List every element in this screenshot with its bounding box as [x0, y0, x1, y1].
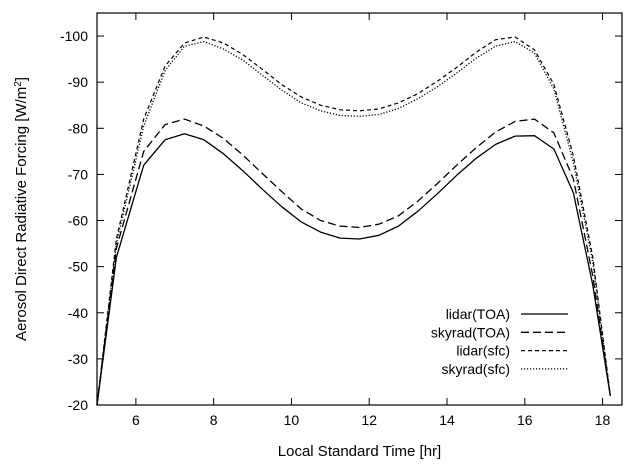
- y-tick-label: -90: [68, 74, 88, 90]
- legend-label: skyrad(sfc): [442, 361, 510, 377]
- y-tick-label: -30: [68, 351, 88, 367]
- y-tick-label: -60: [68, 213, 88, 229]
- series-line-skyrad(TOA): [96, 118, 611, 406]
- series-line-lidar(TOA): [96, 133, 611, 406]
- y-tick-label: -100: [60, 28, 88, 44]
- x-tick-label: 6: [132, 412, 140, 428]
- y-tick-label: -70: [68, 166, 88, 182]
- ticks-layer: 6 8 10 12 14 16 18 -20 -30 -40 -50 -60 -70 -80 -90 -100: [60, 13, 622, 428]
- y-axis-label-superscript: 2: [13, 81, 24, 87]
- x-tick-label: 12: [361, 412, 377, 428]
- series-line-lidar(sfc): [96, 36, 611, 406]
- x-tick-label: 18: [595, 412, 611, 428]
- x-tick-label: 10: [284, 412, 300, 428]
- legend-label: lidar(sfc): [456, 343, 510, 359]
- series-line-skyrad(sfc): [96, 40, 611, 406]
- y-tick-label: -40: [68, 305, 88, 321]
- y-axis-label: Aerosol Direct Radiative Forcing [W/m2]: [13, 77, 31, 341]
- legend: lidar(TOA) skyrad(TOA) lidar(sfc) skyrad(sf…: [431, 306, 568, 377]
- y-tick-label: -50: [68, 259, 88, 275]
- x-axis-label: Local Standard Time [hr]: [278, 443, 441, 460]
- y-tick-label: -80: [68, 120, 88, 136]
- legend-label: skyrad(TOA): [431, 324, 510, 340]
- y-axis-label-text: Aerosol Direct Radiative Forcing [W/m: [13, 87, 30, 341]
- x-tick-label: 16: [517, 412, 533, 428]
- plot-frame: [96, 12, 623, 406]
- x-tick-label: 14: [439, 412, 455, 428]
- y-axis-label-suffix: ]: [13, 77, 30, 81]
- y-tick-label: -20: [68, 397, 88, 413]
- legend-label: lidar(TOA): [446, 306, 510, 322]
- series-layer: [96, 36, 611, 406]
- x-tick-label: 8: [210, 412, 218, 428]
